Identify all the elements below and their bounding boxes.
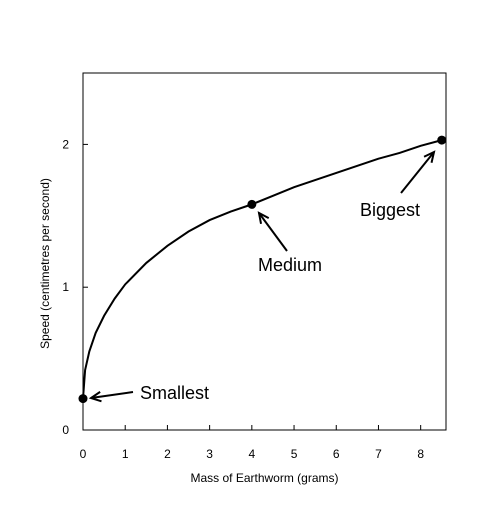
data-point xyxy=(437,135,447,145)
y-tick-label: 0 xyxy=(62,423,69,437)
annotation-arrow xyxy=(400,151,435,194)
x-tick-label: 3 xyxy=(206,447,213,461)
annotation-arrowhead xyxy=(88,391,102,403)
plot-frame xyxy=(82,72,447,431)
y-tick-label: 1 xyxy=(62,280,69,294)
annotation-label: Smallest xyxy=(140,383,209,403)
x-tick-label: 1 xyxy=(122,447,129,461)
annotation-arrow xyxy=(90,391,134,399)
x-tick-label: 8 xyxy=(417,447,424,461)
annotation-arrow xyxy=(258,212,288,252)
data-point xyxy=(78,394,88,404)
x-tick-label: 7 xyxy=(375,447,382,461)
x-tick-label: 5 xyxy=(291,447,298,461)
data-point xyxy=(247,199,257,209)
x-axis-title: Mass of Earthworm (grams) xyxy=(190,471,338,485)
ticks: 0 1 2 3 4 5 6 7 8 0 1 2 xyxy=(62,137,424,461)
x-tick-label: 6 xyxy=(333,447,340,461)
y-axis-title: Speed (centimetres per second) xyxy=(38,178,52,349)
annotation-label: Medium xyxy=(258,255,322,275)
annotation-label: Biggest xyxy=(360,200,420,220)
annotation-arrowhead xyxy=(423,150,436,163)
annotation-arrowhead xyxy=(257,211,270,224)
x-tick-label: 2 xyxy=(164,447,171,461)
y-tick-label: 2 xyxy=(62,137,69,151)
series-line xyxy=(82,139,443,399)
annotations: Smallest Medium Biggest xyxy=(78,135,447,404)
x-tick-label: 0 xyxy=(80,447,87,461)
x-tick-label: 4 xyxy=(248,447,255,461)
